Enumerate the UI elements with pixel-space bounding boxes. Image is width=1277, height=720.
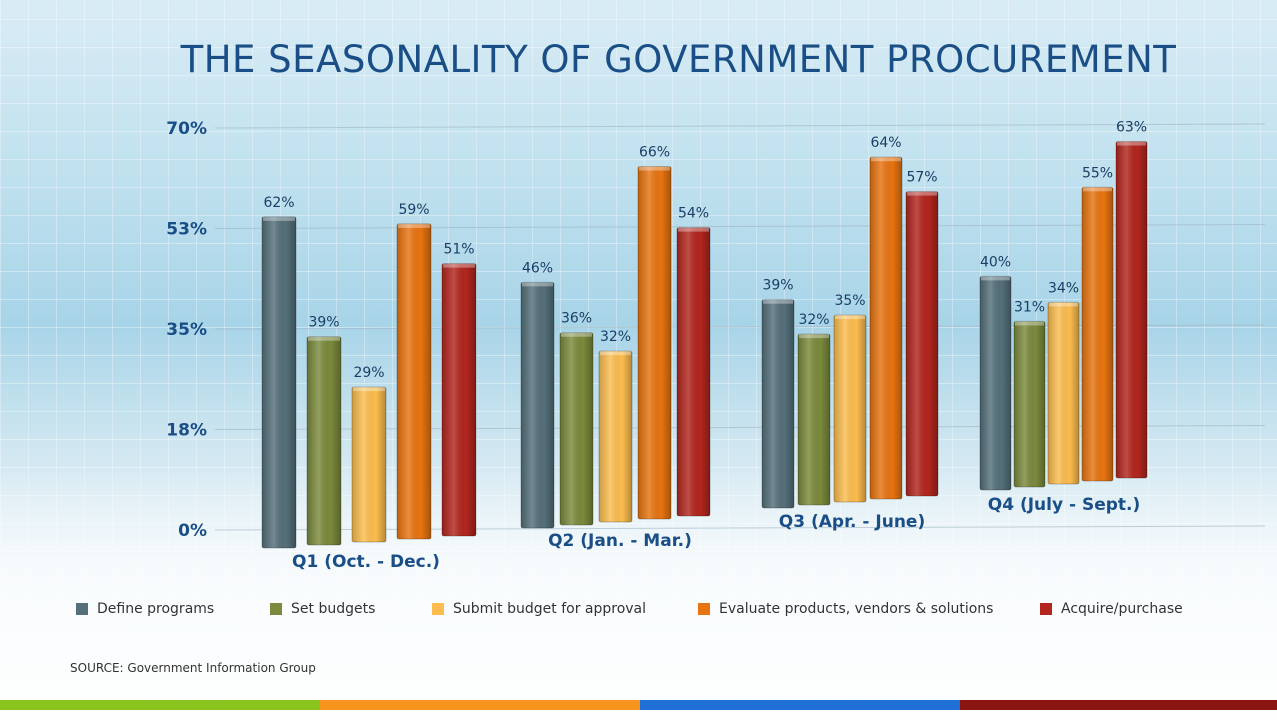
legend-swatch [1040,603,1052,615]
bar-top-highlight [263,216,295,221]
legend-item-submit-budget: Submit budget for approval [432,601,646,617]
bar-top-highlight [1117,141,1146,146]
bar-shading [262,216,296,548]
bar-shading [834,315,866,502]
bar-shading [798,334,830,505]
bar-top-highlight [353,387,385,392]
bar-top-highlight [799,334,829,339]
bar-top-highlight [639,166,670,171]
bar-top-highlight [1049,302,1078,307]
bar-top-highlight [443,263,475,268]
category-label: Q2 (Jan. - Mar.) [548,531,692,551]
bar-shading [677,227,710,516]
data-label: 64% [870,135,901,151]
legend: Define programs Set budgets Submit budge… [76,601,1216,619]
data-label: 32% [798,312,829,328]
legend-item-define-programs: Define programs [76,601,214,617]
bar-top-highlight [600,351,631,356]
bar-top-highlight [522,282,553,287]
y-tick-label: 18% [166,421,207,441]
bar-top-highlight [308,336,340,341]
y-tick-label: 0% [178,521,207,541]
x-axis-labels: Q1 (Oct. - Dec.) Q2 (Jan. - Mar.) Q3 (Apr.… [292,495,1140,572]
bar-shading [352,387,386,542]
legend-swatch [698,603,710,615]
bar-shading [397,223,431,539]
legend-swatch [76,603,88,615]
legend-swatch [432,603,444,615]
stripe-blue [640,700,960,710]
legend-item-evaluate-products: Evaluate products, vendors & solutions [698,601,993,617]
category-label: Q4 (July - Sept.) [988,495,1141,515]
bar-top-highlight [981,276,1010,281]
bar-top-highlight [871,157,901,162]
bar-shading [762,299,794,508]
data-label: 66% [639,145,670,161]
bar-shading [442,263,476,536]
legend-swatch [270,603,282,615]
bar-shading [1014,321,1045,487]
bar-top-highlight [1083,187,1112,192]
legend-label: Submit budget for approval [453,601,647,617]
bar-top-highlight [398,223,430,228]
bar-top-highlight [835,315,865,320]
stripe-red [960,700,1277,710]
y-tick-label: 35% [166,320,207,340]
bars: 62% 39% 29% 59% 51% 46% 36% 32% 66% 54% 39% 32% 35% 6… [261,120,1148,549]
bar-shading [1082,187,1113,481]
data-label: 31% [1014,299,1045,315]
legend-label: Acquire/purchase [1061,601,1183,617]
bar-shading [906,191,938,496]
bar-shading [599,351,632,522]
chart-title: THE SEASONALITY OF GOVERNMENT PROCUREMEN… [180,38,1177,81]
legend-item-set-budgets: Set budgets [270,601,375,617]
data-label: 36% [561,311,592,327]
data-label: 29% [353,365,384,381]
data-label: 46% [522,260,553,276]
bar-shading [1116,141,1147,478]
bar-top-highlight [763,299,793,304]
data-label: 39% [308,315,339,331]
data-label: 35% [834,293,865,309]
legend-label: Evaluate products, vendors & solutions [719,601,994,617]
legend-item-acquire-purchase: Acquire/purchase [1040,601,1183,617]
gridline [214,123,1266,129]
bar-shading [521,282,554,528]
data-label: 39% [762,278,793,294]
gridline [214,525,1266,531]
bar-shading [560,332,593,525]
data-label: 57% [906,170,937,186]
data-label: 55% [1082,165,1113,181]
stripe-orange [320,700,640,710]
bar-chart: 70%53%35%18%0% 62%39%29%59%51%46%36%32%6… [166,119,1266,572]
bar-top-highlight [561,332,592,337]
data-label: 63% [1116,120,1147,136]
bar-top-highlight [678,227,709,232]
data-label: 54% [678,206,709,222]
bottom-color-stripes [0,700,1277,710]
data-label: 62% [263,195,294,211]
bar-top-highlight [907,191,937,196]
y-tick-label: 53% [166,220,207,240]
bar-shading [1048,302,1079,484]
data-label: 59% [398,202,429,218]
bar-shading [980,276,1011,490]
y-tick-label: 70% [166,119,207,139]
legend-label: Define programs [97,601,215,617]
bar-shading [638,166,671,520]
data-label: 34% [1048,280,1079,296]
data-label: 40% [980,254,1011,270]
category-label: Q1 (Oct. - Dec.) [292,552,440,572]
data-label: 51% [443,242,474,258]
bar-shading [870,157,902,499]
bar-shading [307,336,341,545]
data-label: 32% [600,329,631,345]
stripe-green [0,700,320,710]
bar-top-highlight [1015,321,1044,326]
y-axis-ticks: 70% 53% 35% 18% 0% [166,119,207,541]
legend-label: Set budgets [291,601,376,617]
category-label: Q3 (Apr. - June) [779,512,925,532]
source-note: SOURCE: Government Information Group [70,661,316,675]
